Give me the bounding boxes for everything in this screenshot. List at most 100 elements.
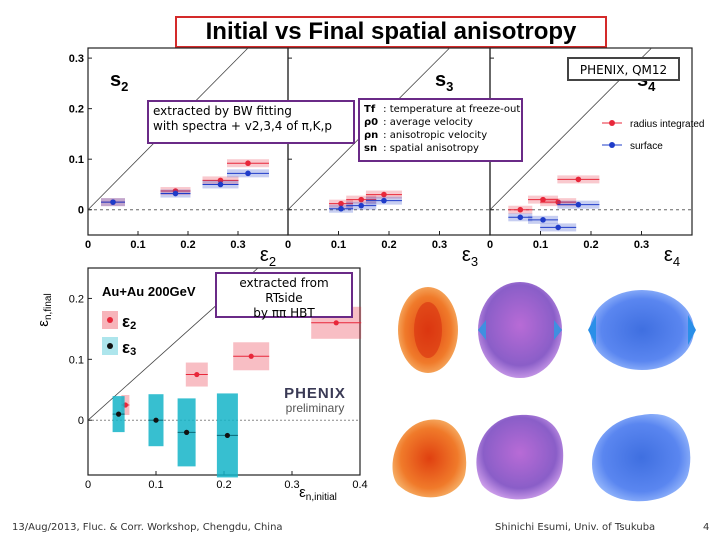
elliptic-final-shape — [590, 290, 694, 370]
data-point — [217, 181, 224, 188]
x-axis-label: εn,initial — [299, 484, 337, 503]
data-point — [338, 205, 344, 212]
legend-marker — [107, 317, 113, 323]
y-tick-label: 0 — [78, 205, 84, 217]
y-tick-label: 0.2 — [69, 104, 84, 116]
slide-title: Initial vs Final spatial anisotropy — [175, 16, 607, 48]
panel-title: s2 — [110, 69, 128, 94]
y-tick-label: 0.1 — [69, 154, 84, 166]
data-point — [172, 190, 179, 197]
data-point — [245, 160, 251, 167]
triangular-flow-shape — [476, 414, 564, 500]
legend-label: ε2 — [122, 312, 136, 332]
bottom-panel: 0 0.1 0.2 0.3 0.4 0 0.1 0.2 Au+Au 200GeV εn,initi… — [35, 267, 368, 503]
variable-legend-row: sn : spatial anisotropy — [364, 142, 517, 155]
panel-title: s3 — [435, 69, 453, 94]
x-axis-label-sub: n,initial — [306, 492, 337, 503]
footer-author: Shinichi Esumi, Univ. of Tsukuba — [495, 522, 656, 533]
flow-arrow-right — [554, 320, 562, 340]
data-point — [116, 411, 122, 417]
footer-event: 13/Aug/2013, Fluc. & Corr. Workshop, Che… — [12, 522, 283, 533]
variable-legend-row: ρn : anisotropic velocity — [364, 129, 517, 142]
variable-description: : temperature at freeze-out — [380, 104, 521, 115]
legend-label-sub: 3 — [130, 346, 136, 358]
data-point — [540, 196, 546, 203]
top-panel-1: 0 0.1 0.2 0.3 0 0.1 0.2 0.3 s2 ε2 — [69, 47, 289, 269]
legend-label: surface — [630, 141, 663, 152]
legend-marker — [107, 343, 113, 349]
data-point — [153, 417, 159, 423]
data-point — [245, 170, 251, 177]
phenix-logo-text: PHENIX — [284, 385, 346, 402]
final-arrow-left — [588, 315, 596, 345]
x-axis-label-sub: 3 — [471, 254, 478, 269]
y-tick-label: 0.2 — [69, 293, 84, 305]
bw-note-line-2: with spectra + v2,3,4 of π,K,p — [153, 119, 332, 133]
y-axis-label-sub: n,final — [43, 293, 54, 320]
variable-legend-row: Tf : temperature at freeze-out — [364, 103, 521, 116]
data-point — [517, 214, 524, 221]
x-axis-label: ε4 — [664, 244, 680, 269]
data-point — [358, 202, 365, 209]
shape-illustrations — [392, 282, 696, 502]
data-point — [333, 320, 339, 326]
data-point — [381, 197, 387, 204]
x-tick-label: 0 — [285, 239, 291, 251]
data-point — [248, 353, 254, 359]
bw-note-line-1: extracted by BW fitting — [153, 104, 292, 118]
data-point — [224, 432, 230, 439]
variable-legend: Tf : temperature at freeze-out ρ0 : avera… — [358, 98, 523, 162]
bw-fit-note: extracted by BW fitting with spectra + v… — [147, 100, 355, 144]
variable-symbol: sn — [364, 143, 378, 154]
x-axis-label: ε2 — [260, 244, 276, 269]
data-point — [555, 224, 561, 231]
legend-label-sub: 2 — [130, 320, 136, 332]
x-axis-label-sub: 4 — [673, 254, 680, 269]
elliptic-source-core — [414, 302, 442, 358]
panel-title-sub: 2 — [121, 79, 128, 94]
x-axis-label-sub: 2 — [269, 254, 276, 269]
x-tick-label: 0.3 — [432, 239, 447, 251]
data-point — [575, 176, 582, 183]
data-point — [110, 199, 116, 205]
variable-legend-row: ρ0 : average velocity — [364, 116, 517, 129]
legend-label: ε3 — [122, 338, 136, 358]
data-point — [194, 371, 200, 378]
panel-title-sub: 4 — [648, 79, 656, 94]
variable-symbol: ρ0 — [364, 117, 379, 128]
page-number: 4 — [703, 522, 710, 533]
x-tick-label: 0.1 — [331, 239, 346, 251]
x-tick-label: 0 — [487, 239, 493, 251]
triangular-final-shape — [592, 414, 691, 502]
data-point — [381, 191, 387, 198]
final-arrow-right — [688, 315, 696, 345]
y-axis-label: εn,final — [35, 293, 54, 326]
variable-symbol: Tf — [364, 104, 376, 115]
hbt-note-line-2: by ππ HBT — [253, 306, 315, 320]
x-axis-label: ε3 — [462, 244, 478, 269]
phenix-logo-sub: preliminary — [285, 401, 345, 415]
variable-symbol: ρn — [364, 130, 379, 141]
flow-arrow-left — [478, 320, 486, 340]
data-point — [575, 201, 582, 208]
hbt-note-line-1: extracted from RTside — [239, 276, 329, 305]
triangular-source-shape — [392, 419, 467, 498]
panel-title-sub: 3 — [446, 79, 453, 94]
data-point — [338, 200, 344, 207]
x-tick-label: 0 — [85, 479, 91, 491]
data-point — [217, 177, 224, 184]
data-point — [184, 429, 190, 435]
y-tick-label: 0.1 — [69, 354, 84, 366]
bottom-panel-content: 0 0.1 0.2 0.3 0.4 0 0.1 0.2 Au+Au 200GeV εn,initi… — [35, 267, 368, 503]
data-point — [540, 217, 546, 223]
experiment-tag: PHENIX, QM12 — [567, 57, 680, 81]
x-tick-label: 0.2 — [583, 239, 598, 251]
x-tick-label: 0.3 — [284, 479, 299, 491]
x-tick-label: 0.1 — [148, 479, 163, 491]
data-point — [555, 199, 561, 205]
y-tick-label: 0 — [78, 415, 84, 427]
x-tick-label: 0 — [85, 239, 91, 251]
x-tick-label: 0.2 — [216, 479, 231, 491]
